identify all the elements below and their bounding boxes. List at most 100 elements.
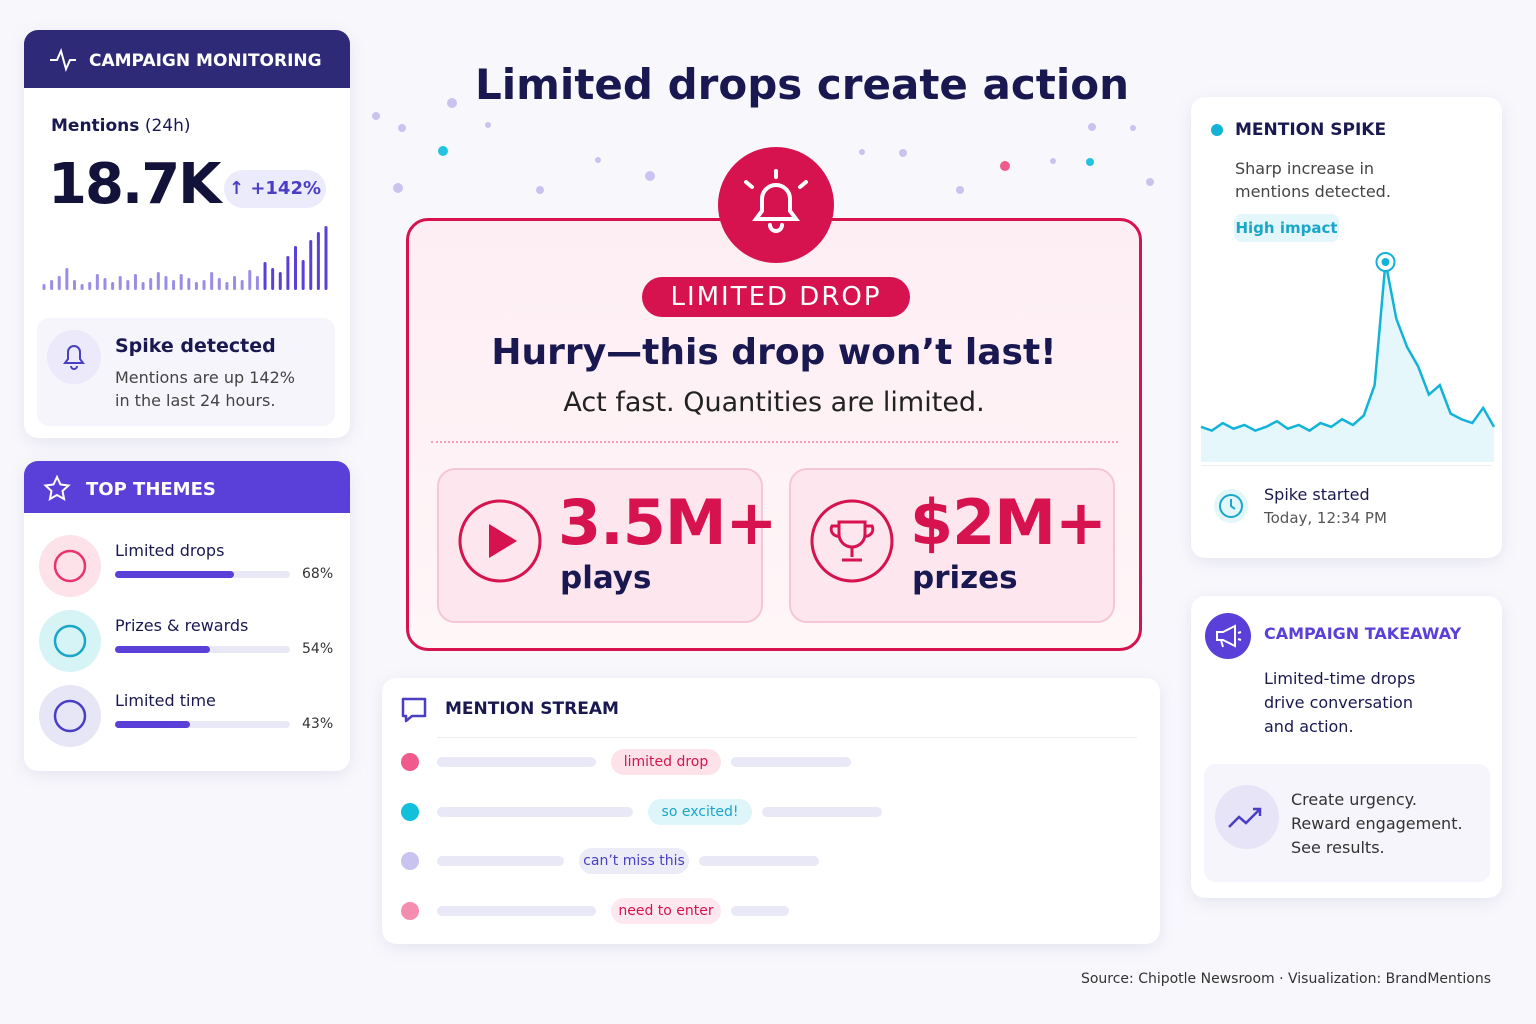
placeholder [731, 905, 789, 916]
metric-value: 18.7K [48, 152, 222, 217]
takeaway-line: drive conversation [1264, 693, 1413, 712]
spark-bar [194, 282, 198, 290]
card-title: MENTION STREAM [445, 699, 619, 719]
theme-share: 54% [302, 641, 334, 657]
stat-value: $2M+ [910, 486, 1107, 559]
spark-bar [225, 282, 229, 290]
theme-icon [39, 535, 101, 597]
peak-dot [1381, 258, 1390, 266]
spark-bar [80, 284, 84, 290]
divider [437, 737, 1137, 738]
spark-bar [316, 232, 320, 290]
theme-bar [115, 571, 234, 578]
stat-icon [810, 499, 894, 583]
placeholder [699, 856, 819, 866]
stat-value: 3.5M+ [558, 486, 777, 559]
spark-bar [95, 274, 99, 290]
icon-ring [810, 499, 894, 583]
spark-bar [286, 256, 290, 290]
spark-bar [50, 280, 54, 290]
spark-bar [233, 276, 237, 290]
stream-tag: can’t miss this [579, 848, 689, 874]
card-header [24, 30, 350, 88]
chat-icon [401, 697, 427, 723]
stat-label: plays [560, 560, 652, 596]
spark-bar [202, 280, 206, 290]
theme-share: 43% [302, 716, 334, 732]
bar-track [115, 721, 290, 728]
spark-bar [133, 274, 137, 290]
theme-label: Limited drops [115, 541, 225, 560]
spark-bar [72, 280, 76, 290]
play [489, 524, 517, 558]
sparkline [42, 226, 328, 290]
spark-bar [263, 262, 267, 290]
stream-dot [401, 753, 419, 771]
divider [1201, 465, 1492, 466]
icon-ring [53, 699, 87, 733]
spark-bar [248, 270, 252, 290]
stream-tag: need to enter [611, 897, 721, 924]
placeholder [731, 757, 851, 767]
footer-source: Source: Chipotle Newsroom · Visualizatio… [1080, 971, 1491, 987]
spark-bar [255, 276, 259, 290]
spike-area [1201, 262, 1494, 462]
tip: Create urgency. [1291, 790, 1417, 809]
pulse-icon [50, 48, 76, 72]
change-value: +142% [250, 178, 322, 199]
bell-icon [47, 330, 101, 384]
spike-card: MENTION SPIKE Sharp increase in mentions … [1191, 97, 1502, 558]
theme-share: 68% [302, 566, 334, 582]
started-label: Spike started [1264, 485, 1370, 504]
spark-bar [271, 268, 275, 290]
impact-tag: High impact [1234, 214, 1339, 242]
metric-label: Mentions [51, 116, 140, 136]
monitoring-card: CAMPAIGN MONITORING Mentions (24h) 18.7K… [24, 30, 350, 438]
theme-bar [115, 721, 191, 728]
card-title: TOP THEMES [86, 479, 216, 500]
icon-ring [53, 549, 87, 583]
spark-bar [324, 226, 328, 290]
spark-bar [278, 272, 282, 290]
spark-bar [187, 278, 191, 290]
spark-bar [240, 280, 244, 290]
spike-line-text: mentions detected. [1235, 182, 1391, 201]
trend-icon [1215, 785, 1279, 849]
drop-badge: LIMITED DROP [642, 277, 910, 317]
icon-bg [39, 535, 101, 597]
spark-bar [172, 280, 176, 290]
tip: Reward engagement. [1291, 814, 1463, 833]
change-pill: ↑ +142% [224, 170, 326, 208]
metric-period: (24h) [144, 116, 191, 136]
drop-subhead: Act fast. Quantities are limited. [563, 387, 985, 418]
spark-bar [103, 278, 107, 290]
stat-label: prizes [912, 560, 1018, 596]
spark-bar [57, 276, 61, 290]
takeaway-text: Limited-time drops drive conversation and … [1264, 667, 1415, 739]
spike-line-text: Sharp increase in [1235, 159, 1375, 178]
themes-card: TOP THEMES Limited drops 68% Prizes & rewa… [24, 461, 350, 771]
alert-title: Spike detected [115, 335, 276, 357]
icon-ring [458, 499, 542, 583]
icon-bg [39, 685, 101, 747]
spark-bar [126, 280, 130, 290]
theme-icon [39, 610, 101, 672]
card-title: MENTION SPIKE [1235, 120, 1387, 140]
placeholder [437, 856, 564, 866]
tips: Create urgency. Reward engagement. See res… [1291, 788, 1463, 860]
placeholder [437, 757, 596, 767]
placeholder [437, 905, 596, 916]
spark-bar [156, 272, 160, 290]
spark-bar [111, 282, 115, 290]
takeaway-line: and action. [1264, 717, 1354, 736]
spike-line [1200, 261, 1496, 433]
card-title: CAMPAIGN MONITORING [89, 51, 322, 71]
stream-tag: so excited! [648, 798, 752, 825]
theme-label: Prizes & rewards [115, 616, 249, 635]
takeaway-card: CAMPAIGN TAKEAWAY Limited-time drops driv… [1191, 596, 1502, 898]
spark-bar [65, 268, 69, 290]
megaphone-icon [1205, 613, 1251, 659]
alert-line: Mentions are up 142% [115, 368, 295, 387]
dot [1211, 124, 1223, 136]
